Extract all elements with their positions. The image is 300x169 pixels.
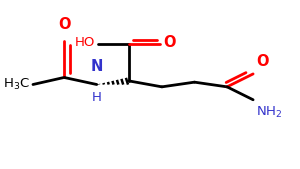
- Text: HO: HO: [75, 36, 95, 49]
- Text: H: H: [92, 91, 102, 104]
- Text: O: O: [58, 17, 70, 32]
- Text: O: O: [163, 35, 176, 50]
- Text: N: N: [91, 59, 103, 74]
- Text: H$_3$C: H$_3$C: [3, 77, 30, 92]
- Text: NH$_2$: NH$_2$: [256, 105, 282, 120]
- Text: O: O: [256, 54, 268, 69]
